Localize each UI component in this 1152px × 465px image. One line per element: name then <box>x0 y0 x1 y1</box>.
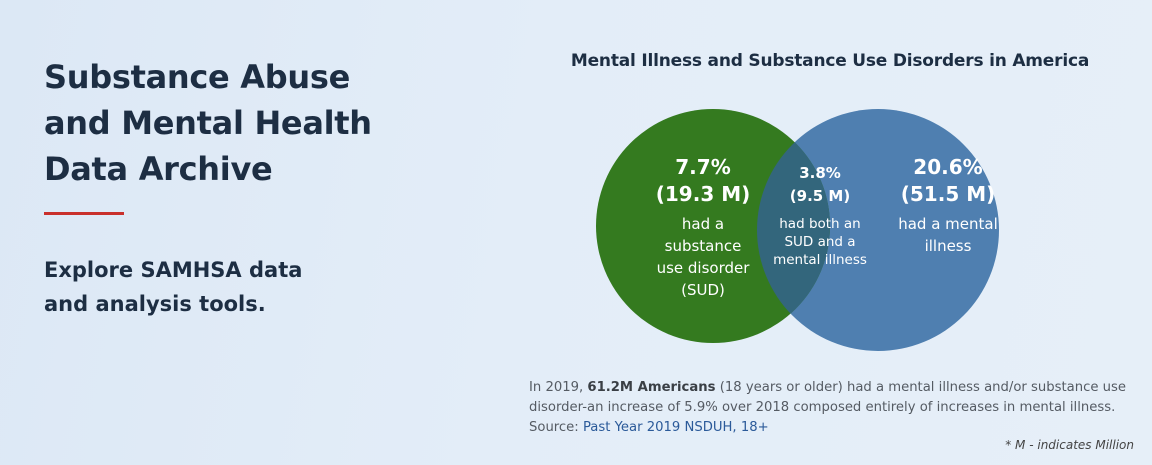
mental-illness-circle <box>757 109 999 351</box>
sud-label-line: use disorder <box>657 259 751 277</box>
page-title-line: Substance Abuse <box>44 58 350 96</box>
tagline: Explore SAMHSA data and analysis tools. <box>44 253 424 321</box>
venn-diagram: 7.7% (19.3 M) had a substance use disord… <box>596 109 999 351</box>
source-label: Source: <box>529 420 583 435</box>
page-title: Substance Abuse and Mental Health Data A… <box>44 54 424 192</box>
caption-source: Source: Past Year 2019 NSDUH, 18+ <box>529 418 1139 438</box>
caption-highlight: 61.2M Americans <box>587 380 716 395</box>
both-label-line: SUD and a <box>784 234 855 250</box>
page-title-line: and Mental Health <box>44 104 372 142</box>
caption-suffix: (18 years or older) had a mental illness… <box>715 380 1126 395</box>
venn-title: Mental Illness and Substance Use Disorde… <box>570 51 1090 71</box>
both-label-line: mental illness <box>773 252 867 268</box>
source-link[interactable]: Past Year 2019 NSDUH, 18+ <box>582 420 769 435</box>
tagline-line: Explore SAMHSA data <box>44 258 303 282</box>
tagline-line: and analysis tools. <box>44 292 266 316</box>
caption-prefix: In 2019, <box>529 380 588 395</box>
intro-panel: Substance Abuse and Mental Health Data A… <box>44 54 424 321</box>
sud-label-line: had a <box>682 215 724 233</box>
mental-illness-label-line: illness <box>925 237 972 255</box>
venn-caption: In 2019, 61.2M Americans (18 years or ol… <box>529 378 1139 438</box>
sud-percent: 7.7% <box>675 155 730 179</box>
caption-line-2: disorder-an increase of 5.9% over 2018 c… <box>529 400 1116 415</box>
both-percent: 3.8% <box>799 164 841 182</box>
mental-illness-count: (51.5 M) <box>901 182 996 206</box>
caption-line: In 2019, 61.2M Americans (18 years or ol… <box>529 378 1139 398</box>
footnote: * M - indicates Million <box>1005 438 1134 452</box>
both-count: (9.5 M) <box>790 187 850 205</box>
mental-illness-percent: 20.6% <box>913 155 982 179</box>
sud-label-line: substance <box>665 237 742 255</box>
mental-illness-label-line: had a mental <box>898 215 998 233</box>
title-divider <box>44 212 124 215</box>
sud-count: (19.3 M) <box>656 182 751 206</box>
sud-label-line: (SUD) <box>681 281 725 299</box>
both-label-line: had both an <box>779 216 861 232</box>
page-title-line: Data Archive <box>44 150 273 188</box>
